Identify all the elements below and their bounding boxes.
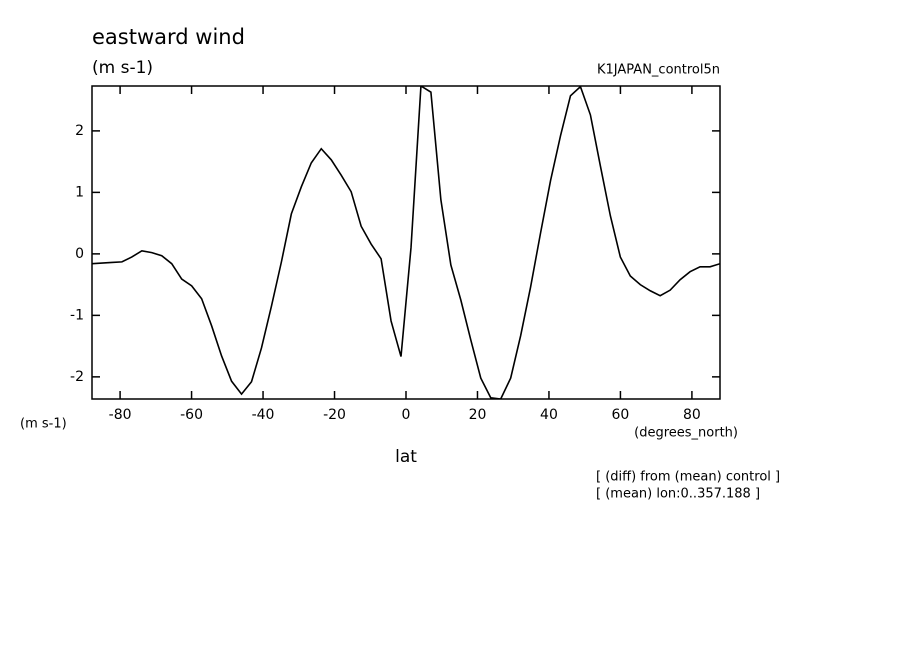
note: [ (mean) lon:0..357.188 ] — [596, 487, 760, 502]
y-tick-label: -1 — [70, 307, 84, 323]
data-line — [92, 86, 720, 399]
x-tick-label: -80 — [109, 407, 132, 423]
x-tick-label: -60 — [180, 407, 203, 423]
plot-frame — [91, 85, 721, 400]
y-tick-label: 2 — [75, 123, 84, 139]
note: [ (diff) from (mean) control ] — [596, 470, 780, 485]
x-tick-label: 40 — [540, 407, 558, 423]
x-tick-label: 0 — [402, 407, 411, 423]
y-tick-label: 0 — [75, 246, 84, 262]
y-axis-label: (m s-1) — [20, 417, 67, 432]
x-tick-label: 20 — [469, 407, 487, 423]
x-unit-label: (degrees_north) — [634, 426, 738, 441]
y-tick-label: 1 — [75, 184, 84, 200]
x-tick-label: -40 — [252, 407, 275, 423]
x-tick-label: -20 — [323, 407, 346, 423]
dataset-label: K1JAPAN_control5n — [597, 63, 720, 78]
chart-subtitle: (m s-1) — [92, 58, 153, 78]
y-tick-label: -2 — [70, 369, 84, 385]
x-axis-label: lat — [395, 447, 417, 467]
x-tick-label: 60 — [612, 407, 630, 423]
x-tick-label: 80 — [683, 407, 701, 423]
chart-title: eastward wind — [92, 25, 245, 49]
